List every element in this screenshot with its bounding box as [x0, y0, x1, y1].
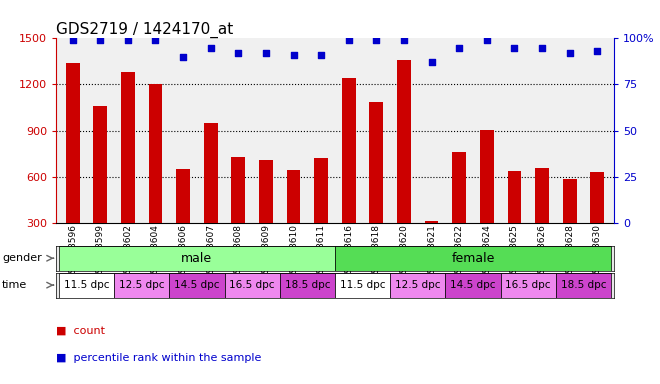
- Bar: [286, 170, 300, 223]
- Bar: [590, 172, 604, 223]
- Text: 18.5 dpc: 18.5 dpc: [561, 280, 606, 290]
- Bar: [500, 273, 556, 298]
- Text: GDS2719 / 1424170_at: GDS2719 / 1424170_at: [56, 22, 234, 38]
- Point: [426, 59, 437, 65]
- Point: [316, 52, 327, 58]
- Bar: [397, 60, 411, 223]
- Point: [123, 37, 133, 43]
- Bar: [59, 273, 114, 298]
- Bar: [148, 84, 162, 223]
- Text: 16.5 dpc: 16.5 dpc: [230, 280, 275, 290]
- Point: [509, 45, 519, 51]
- Bar: [556, 273, 611, 298]
- Bar: [508, 171, 521, 223]
- Bar: [114, 273, 170, 298]
- Bar: [59, 246, 335, 271]
- Bar: [280, 273, 335, 298]
- Bar: [314, 158, 328, 223]
- Point: [537, 45, 547, 51]
- Text: 11.5 dpc: 11.5 dpc: [64, 280, 109, 290]
- Point: [482, 37, 492, 43]
- Point: [233, 50, 244, 56]
- Bar: [204, 123, 218, 223]
- Bar: [232, 157, 246, 223]
- Point: [150, 37, 161, 43]
- Text: 11.5 dpc: 11.5 dpc: [340, 280, 385, 290]
- Bar: [446, 273, 500, 298]
- Text: 16.5 dpc: 16.5 dpc: [506, 280, 551, 290]
- Text: 14.5 dpc: 14.5 dpc: [450, 280, 496, 290]
- Bar: [480, 130, 494, 223]
- Bar: [370, 102, 383, 223]
- Bar: [93, 106, 107, 223]
- Bar: [390, 273, 446, 298]
- Bar: [259, 160, 273, 223]
- Bar: [170, 273, 224, 298]
- Text: ■  count: ■ count: [56, 326, 105, 336]
- Point: [261, 50, 271, 56]
- Bar: [342, 78, 356, 223]
- Text: ■  percentile rank within the sample: ■ percentile rank within the sample: [56, 353, 261, 363]
- Bar: [563, 179, 577, 223]
- Point: [564, 50, 575, 56]
- Text: time: time: [2, 280, 27, 290]
- Text: male: male: [182, 252, 213, 265]
- Point: [343, 37, 354, 43]
- Point: [178, 54, 188, 60]
- Text: gender: gender: [2, 253, 42, 263]
- Text: 18.5 dpc: 18.5 dpc: [284, 280, 330, 290]
- Bar: [424, 221, 438, 223]
- Bar: [535, 168, 549, 223]
- Bar: [335, 246, 611, 271]
- Point: [592, 48, 603, 55]
- Bar: [66, 63, 80, 223]
- Point: [205, 45, 216, 51]
- Bar: [224, 273, 280, 298]
- Point: [399, 37, 409, 43]
- Text: 12.5 dpc: 12.5 dpc: [395, 280, 440, 290]
- Point: [288, 52, 299, 58]
- Bar: [452, 152, 466, 223]
- Text: 12.5 dpc: 12.5 dpc: [119, 280, 164, 290]
- Text: 14.5 dpc: 14.5 dpc: [174, 280, 220, 290]
- Text: female: female: [451, 252, 495, 265]
- Point: [67, 37, 78, 43]
- Point: [95, 37, 106, 43]
- Point: [371, 37, 381, 43]
- Bar: [176, 169, 190, 223]
- Bar: [121, 72, 135, 223]
- Point: [454, 45, 465, 51]
- Bar: [335, 273, 390, 298]
